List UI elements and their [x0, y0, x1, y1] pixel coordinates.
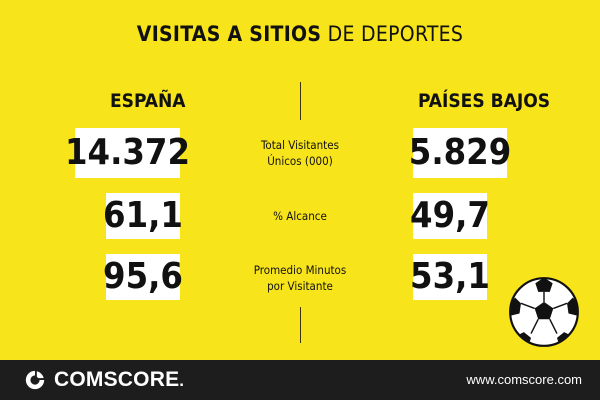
metric-label-line: Únicos (000) — [267, 154, 333, 168]
brand-wordmark: COMSCORE — [54, 368, 180, 391]
comscore-logo-icon — [25, 370, 45, 390]
soccer-ball-icon — [509, 277, 579, 347]
column-header-paises-bajos: PAÍSES BAJOS — [418, 90, 551, 112]
espana-total-visitantes-value: 14.372 — [65, 128, 190, 178]
title-bold: VISITAS A SITIOS — [136, 22, 322, 46]
metric-label-total-visitantes: Total Visitantes Únicos (000) — [230, 137, 370, 169]
title-light: DE DEPORTES — [321, 22, 464, 46]
column-header-espana: ESPAÑA — [110, 90, 186, 112]
brand-name: COMSCORE. — [54, 368, 184, 392]
comscore-brand[interactable]: COMSCORE. — [24, 367, 184, 393]
divider-bottom — [300, 307, 301, 343]
espana-promedio-minutos-value: 95,6 — [103, 254, 183, 300]
metric-label-promedio-minutos: Promedio Minutos por Visitante — [230, 262, 370, 294]
metric-label-line: por Visitante — [267, 279, 333, 293]
footer: COMSCORE. www.comscore.com — [0, 360, 600, 400]
metric-label-alcance: % Alcance — [230, 208, 370, 224]
page-title: VISITAS A SITIOS DE DEPORTES — [0, 22, 600, 46]
brand-suffix: . — [179, 371, 185, 390]
website-link[interactable]: www.comscore.com — [466, 372, 582, 387]
paises-bajos-promedio-minutos-value: 53,1 — [410, 254, 490, 300]
metric-label-line: % Alcance — [273, 209, 327, 223]
espana-alcance-value: 61,1 — [103, 193, 183, 239]
divider-top — [300, 82, 301, 120]
paises-bajos-alcance-value: 49,7 — [410, 193, 490, 239]
metric-label-line: Promedio Minutos — [253, 263, 347, 277]
paises-bajos-total-visitantes-value: 5.829 — [409, 128, 511, 178]
metric-label-line: Total Visitantes — [261, 138, 339, 152]
